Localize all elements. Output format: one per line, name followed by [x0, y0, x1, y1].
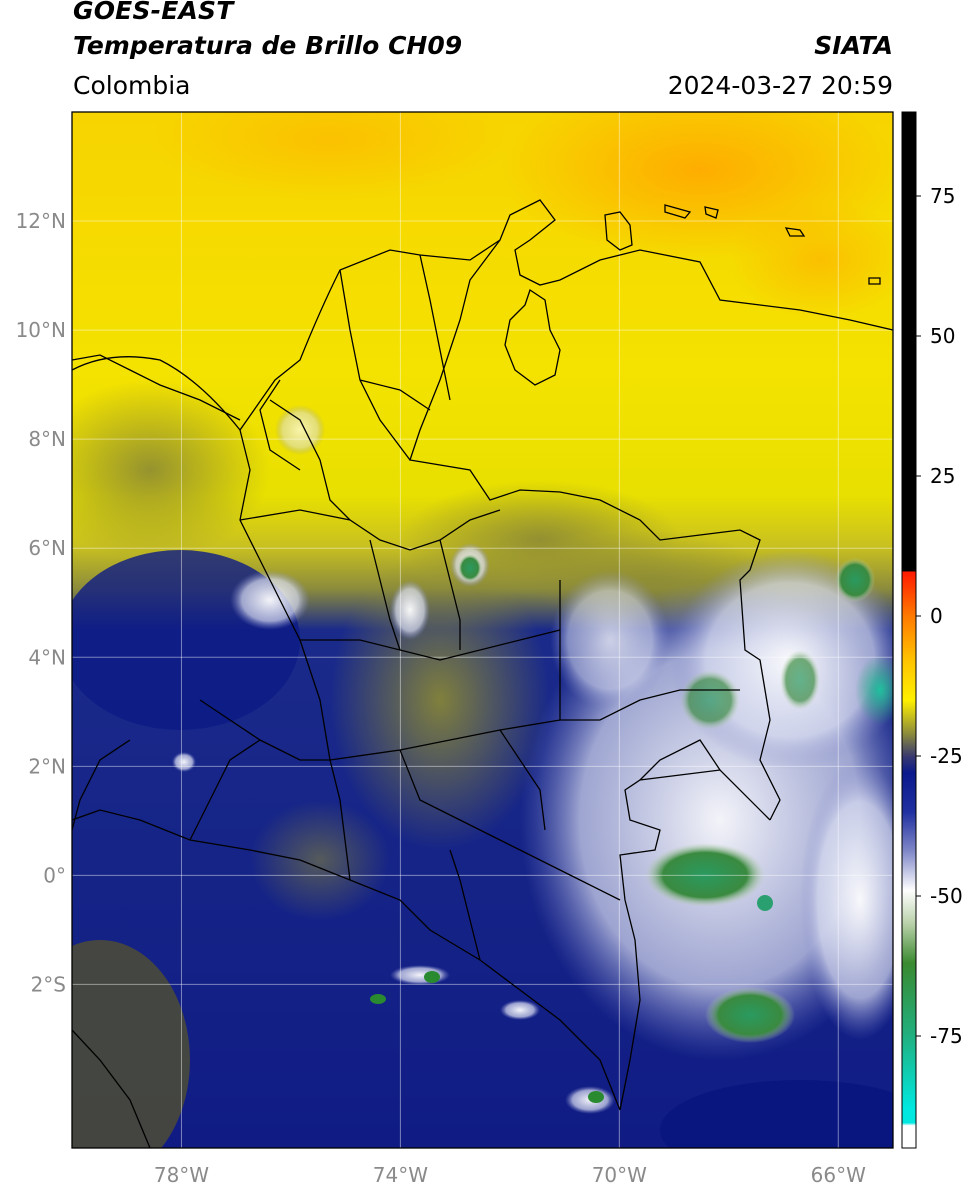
latitude-label: 10°N	[16, 318, 66, 342]
colorbar-tick-label: 25	[930, 464, 955, 488]
colorbar-scale	[901, 111, 917, 1149]
source-label: SIATA	[814, 31, 893, 60]
product-title: Temperatura de Brillo CH09	[73, 31, 463, 60]
latitude-label: 4°N	[28, 645, 66, 669]
graticule	[72, 112, 893, 1148]
region-label: Colombia	[73, 71, 191, 100]
latitude-labels: 12°N 10°N 8°N 6°N 4°N 2°N 0° 2°S	[16, 209, 66, 996]
satellite-imagery	[72, 112, 893, 1148]
latitude-label: 2°S	[31, 972, 66, 996]
colorbar: 75 50 25 0 -25 -50 -75	[901, 111, 963, 1149]
longitude-label: 78°W	[154, 1163, 209, 1187]
colorbar-tick-label: -75	[930, 1024, 963, 1048]
longitude-labels: 78°W 74°W 70°W 66°W	[154, 1163, 866, 1187]
datetime-label: 2024-03-27 20:59	[667, 71, 893, 100]
longitude-label: 74°W	[373, 1163, 428, 1187]
colorbar-tick-label: -25	[930, 744, 963, 768]
latitude-label: 12°N	[16, 209, 66, 233]
latitude-label: 0°	[43, 863, 66, 887]
colorbar-tick-label: 50	[930, 324, 955, 348]
political-boundaries	[72, 199, 893, 1148]
colorbar-tick-label: 0	[930, 604, 943, 628]
map-frame	[71, 111, 894, 1149]
colorbar-tick-label: 75	[930, 184, 955, 208]
latitude-label: 8°N	[28, 427, 66, 451]
colorbar-tick-label: -50	[930, 884, 963, 908]
longitude-label: 70°W	[592, 1163, 647, 1187]
latitude-label: 6°N	[28, 536, 66, 560]
latitude-label: 2°N	[28, 754, 66, 778]
longitude-label: 66°W	[811, 1163, 866, 1187]
satellite-title: GOES-EAST	[73, 0, 234, 25]
